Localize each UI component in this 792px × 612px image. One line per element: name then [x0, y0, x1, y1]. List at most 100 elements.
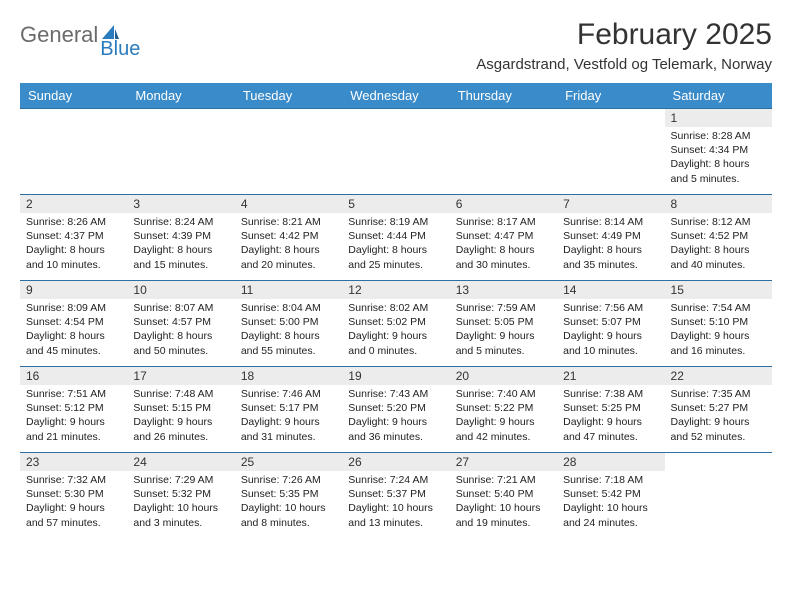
- calendar-cell: 17Sunrise: 7:48 AMSunset: 5:15 PMDayligh…: [127, 367, 234, 453]
- calendar-week-row: 1Sunrise: 8:28 AMSunset: 4:34 PMDaylight…: [20, 109, 772, 195]
- day-number: 16: [20, 367, 127, 385]
- day-number: 7: [557, 195, 664, 213]
- day-data: Sunrise: 7:48 AMSunset: 5:15 PMDaylight:…: [127, 385, 234, 448]
- day-number: 27: [450, 453, 557, 471]
- calendar-cell: 11Sunrise: 8:04 AMSunset: 5:00 PMDayligh…: [235, 281, 342, 367]
- day-number: 26: [342, 453, 449, 471]
- calendar-head: SundayMondayTuesdayWednesdayThursdayFrid…: [20, 83, 772, 109]
- day-data: Sunrise: 7:46 AMSunset: 5:17 PMDaylight:…: [235, 385, 342, 448]
- calendar-cell: 2Sunrise: 8:26 AMSunset: 4:37 PMDaylight…: [20, 195, 127, 281]
- day-data: Sunrise: 8:17 AMSunset: 4:47 PMDaylight:…: [450, 213, 557, 276]
- day-data: Sunrise: 7:29 AMSunset: 5:32 PMDaylight:…: [127, 471, 234, 534]
- day-number: 13: [450, 281, 557, 299]
- day-data: Sunrise: 8:24 AMSunset: 4:39 PMDaylight:…: [127, 213, 234, 276]
- day-header: Thursday: [450, 83, 557, 109]
- day-data: Sunrise: 7:38 AMSunset: 5:25 PMDaylight:…: [557, 385, 664, 448]
- month-title: February 2025: [476, 18, 772, 52]
- calendar-cell: 1Sunrise: 8:28 AMSunset: 4:34 PMDaylight…: [665, 109, 772, 195]
- day-data: Sunrise: 8:02 AMSunset: 5:02 PMDaylight:…: [342, 299, 449, 362]
- day-data: Sunrise: 8:21 AMSunset: 4:42 PMDaylight:…: [235, 213, 342, 276]
- day-data: Sunrise: 7:35 AMSunset: 5:27 PMDaylight:…: [665, 385, 772, 448]
- day-data: Sunrise: 8:28 AMSunset: 4:34 PMDaylight:…: [665, 127, 772, 190]
- day-data: Sunrise: 7:26 AMSunset: 5:35 PMDaylight:…: [235, 471, 342, 534]
- day-number: 23: [20, 453, 127, 471]
- day-data: Sunrise: 8:14 AMSunset: 4:49 PMDaylight:…: [557, 213, 664, 276]
- day-number: 17: [127, 367, 234, 385]
- logo: General Blue: [20, 18, 162, 48]
- day-number: 2: [20, 195, 127, 213]
- day-number: 3: [127, 195, 234, 213]
- day-number: 8: [665, 195, 772, 213]
- day-header: Tuesday: [235, 83, 342, 109]
- calendar-cell: 18Sunrise: 7:46 AMSunset: 5:17 PMDayligh…: [235, 367, 342, 453]
- day-number: 4: [235, 195, 342, 213]
- day-header: Saturday: [665, 83, 772, 109]
- day-number: 6: [450, 195, 557, 213]
- day-header: Monday: [127, 83, 234, 109]
- day-data: Sunrise: 7:56 AMSunset: 5:07 PMDaylight:…: [557, 299, 664, 362]
- day-data: Sunrise: 7:32 AMSunset: 5:30 PMDaylight:…: [20, 471, 127, 534]
- day-data: Sunrise: 7:24 AMSunset: 5:37 PMDaylight:…: [342, 471, 449, 534]
- calendar-cell: [450, 109, 557, 195]
- calendar-week-row: 23Sunrise: 7:32 AMSunset: 5:30 PMDayligh…: [20, 453, 772, 539]
- day-number: 21: [557, 367, 664, 385]
- day-number: 22: [665, 367, 772, 385]
- day-data: Sunrise: 8:04 AMSunset: 5:00 PMDaylight:…: [235, 299, 342, 362]
- calendar-cell: 14Sunrise: 7:56 AMSunset: 5:07 PMDayligh…: [557, 281, 664, 367]
- calendar-cell: 20Sunrise: 7:40 AMSunset: 5:22 PMDayligh…: [450, 367, 557, 453]
- day-data: Sunrise: 8:09 AMSunset: 4:54 PMDaylight:…: [20, 299, 127, 362]
- calendar-cell: 3Sunrise: 8:24 AMSunset: 4:39 PMDaylight…: [127, 195, 234, 281]
- day-number: 14: [557, 281, 664, 299]
- calendar-cell: 4Sunrise: 8:21 AMSunset: 4:42 PMDaylight…: [235, 195, 342, 281]
- calendar-cell: [20, 109, 127, 195]
- day-number: 20: [450, 367, 557, 385]
- calendar-cell: 22Sunrise: 7:35 AMSunset: 5:27 PMDayligh…: [665, 367, 772, 453]
- calendar-body: 1Sunrise: 8:28 AMSunset: 4:34 PMDaylight…: [20, 109, 772, 539]
- calendar-cell: [342, 109, 449, 195]
- day-data: Sunrise: 8:12 AMSunset: 4:52 PMDaylight:…: [665, 213, 772, 276]
- calendar-cell: 10Sunrise: 8:07 AMSunset: 4:57 PMDayligh…: [127, 281, 234, 367]
- day-data: Sunrise: 7:40 AMSunset: 5:22 PMDaylight:…: [450, 385, 557, 448]
- day-header: Sunday: [20, 83, 127, 109]
- calendar-cell: 24Sunrise: 7:29 AMSunset: 5:32 PMDayligh…: [127, 453, 234, 539]
- day-header: Friday: [557, 83, 664, 109]
- logo-text-blue: Blue: [100, 38, 140, 61]
- day-number: 1: [665, 109, 772, 127]
- calendar-cell: 15Sunrise: 7:54 AMSunset: 5:10 PMDayligh…: [665, 281, 772, 367]
- day-number: 19: [342, 367, 449, 385]
- day-number: 5: [342, 195, 449, 213]
- day-data: Sunrise: 7:43 AMSunset: 5:20 PMDaylight:…: [342, 385, 449, 448]
- calendar-cell: 16Sunrise: 7:51 AMSunset: 5:12 PMDayligh…: [20, 367, 127, 453]
- calendar-cell: 7Sunrise: 8:14 AMSunset: 4:49 PMDaylight…: [557, 195, 664, 281]
- calendar-cell: 28Sunrise: 7:18 AMSunset: 5:42 PMDayligh…: [557, 453, 664, 539]
- title-block: February 2025 Asgardstrand, Vestfold og …: [476, 18, 772, 73]
- calendar-cell: 5Sunrise: 8:19 AMSunset: 4:44 PMDaylight…: [342, 195, 449, 281]
- calendar-week-row: 16Sunrise: 7:51 AMSunset: 5:12 PMDayligh…: [20, 367, 772, 453]
- day-data: Sunrise: 7:54 AMSunset: 5:10 PMDaylight:…: [665, 299, 772, 362]
- calendar-cell: 19Sunrise: 7:43 AMSunset: 5:20 PMDayligh…: [342, 367, 449, 453]
- day-number: 24: [127, 453, 234, 471]
- calendar-cell: 12Sunrise: 8:02 AMSunset: 5:02 PMDayligh…: [342, 281, 449, 367]
- logo-text-general: General: [20, 22, 98, 48]
- calendar-cell: 25Sunrise: 7:26 AMSunset: 5:35 PMDayligh…: [235, 453, 342, 539]
- day-number: 28: [557, 453, 664, 471]
- calendar-cell: [557, 109, 664, 195]
- calendar-week-row: 2Sunrise: 8:26 AMSunset: 4:37 PMDaylight…: [20, 195, 772, 281]
- calendar-cell: [235, 109, 342, 195]
- calendar-cell: [127, 109, 234, 195]
- calendar-cell: 27Sunrise: 7:21 AMSunset: 5:40 PMDayligh…: [450, 453, 557, 539]
- calendar-week-row: 9Sunrise: 8:09 AMSunset: 4:54 PMDaylight…: [20, 281, 772, 367]
- calendar-cell: [665, 453, 772, 539]
- calendar-cell: 13Sunrise: 7:59 AMSunset: 5:05 PMDayligh…: [450, 281, 557, 367]
- day-number: 25: [235, 453, 342, 471]
- day-number: 9: [20, 281, 127, 299]
- header: General Blue February 2025 Asgardstrand,…: [20, 18, 772, 73]
- calendar-cell: 23Sunrise: 7:32 AMSunset: 5:30 PMDayligh…: [20, 453, 127, 539]
- day-number: 15: [665, 281, 772, 299]
- day-data: Sunrise: 8:26 AMSunset: 4:37 PMDaylight:…: [20, 213, 127, 276]
- day-data: Sunrise: 8:19 AMSunset: 4:44 PMDaylight:…: [342, 213, 449, 276]
- day-data: Sunrise: 8:07 AMSunset: 4:57 PMDaylight:…: [127, 299, 234, 362]
- calendar-cell: 9Sunrise: 8:09 AMSunset: 4:54 PMDaylight…: [20, 281, 127, 367]
- day-data: Sunrise: 7:59 AMSunset: 5:05 PMDaylight:…: [450, 299, 557, 362]
- day-number: 18: [235, 367, 342, 385]
